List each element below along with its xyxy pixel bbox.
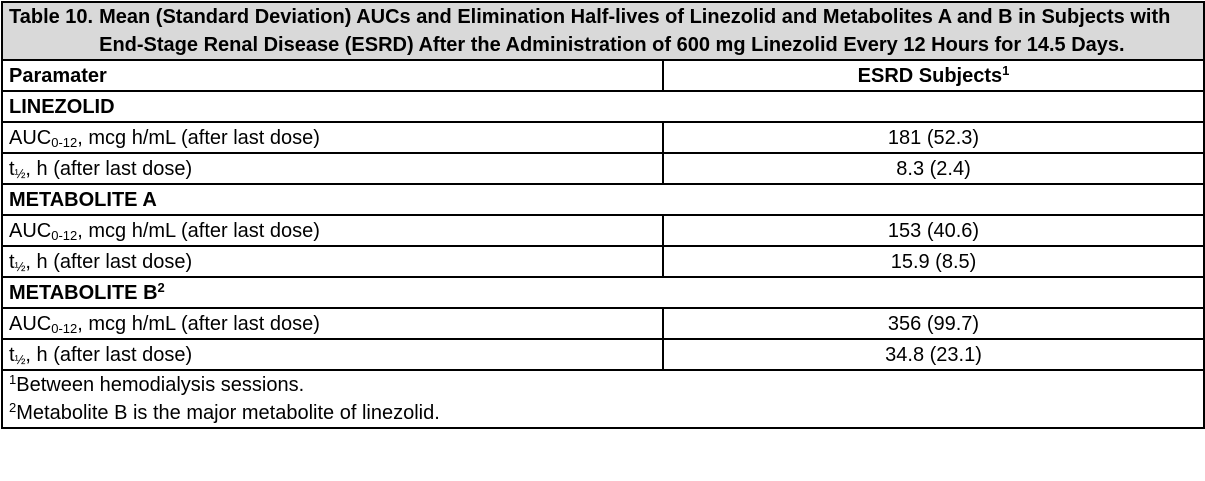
parameter-name: t [9,343,15,366]
header-esrd-label: ESRD Subjects [857,64,1003,87]
table-row: AUC0-12, mcg h/mL (after last dose) 181 (… [1,121,1205,154]
section-title-text: METABOLITE B [9,281,158,304]
parameter-detail: , mcg h/mL (after last dose) [77,312,320,335]
section-title: METABOLITE B2 [0,276,1205,309]
value-text: 153 (40.6) [887,219,980,242]
header-row: Paramater ESRD Subjects1 [1,59,1205,92]
parameter-subscript: 0-12 [51,320,78,336]
section-title-text: LINEZOLID [9,95,115,118]
header-esrd-footnote-mark: 1 [1002,62,1010,78]
header-parameter: Paramater [1,59,664,92]
parameter-name: AUC [9,126,52,149]
footnote-mark: 1 [9,372,17,387]
table-row: AUC0-12, mcg h/mL (after last dose) 153 (… [1,214,1205,247]
section-title: METABOLITE A [0,183,1205,216]
table-row: t½, h (after last dose) 8.3 (2.4) [1,152,1205,185]
parameter-detail: , mcg h/mL (after last dose) [77,219,320,242]
parameter-cell: t½, h (after last dose) [1,245,664,278]
caption-number: Table 10. [9,6,94,28]
section-title: LINEZOLID [0,90,1205,123]
footnote-text: Between hemodialysis sessions. [16,374,305,396]
parameter-detail: , h (after last dose) [25,250,193,273]
parameter-name: t [9,250,15,273]
value-cell: 15.9 (8.5) [661,245,1205,278]
parameter-detail: , h (after last dose) [25,157,193,180]
parameter-cell: AUC0-12, mcg h/mL (after last dose) [1,307,664,340]
footnote-text: Metabolite B is the major metabolite of … [16,402,440,424]
parameter-subscript: 0-12 [51,134,78,150]
parameter-subscript: ½ [14,351,26,367]
parameter-name: t [9,157,15,180]
parameter-subscript: ½ [14,165,26,181]
section-footnote-mark: 2 [157,279,165,295]
value-cell: 181 (52.3) [661,121,1205,154]
value-text: 8.3 (2.4) [896,157,971,180]
footnotes: 1Between hemodialysis sessions. 2Metabol… [0,369,1205,429]
section-row: LINEZOLID [0,90,1205,123]
parameter-detail: , mcg h/mL (after last dose) [77,126,320,149]
value-cell: 34.8 (23.1) [661,338,1205,371]
parameter-subscript: ½ [14,258,26,274]
table-row: t½, h (after last dose) 34.8 (23.1) [1,338,1205,371]
parameter-subscript: 0-12 [51,227,78,243]
value-cell: 356 (99.7) [661,307,1205,340]
value-text: 181 (52.3) [887,126,980,149]
parameter-cell: t½, h (after last dose) [1,152,664,185]
table-caption: Table 10. Mean (Standard Deviation) AUCs… [0,1,1205,61]
value-text: 34.8 (23.1) [885,343,982,366]
value-cell: 153 (40.6) [661,214,1205,247]
footnote-1: 1Between hemodialysis sessions. [9,371,1197,399]
parameter-name: AUC [9,219,52,242]
section-row: METABOLITE A [0,183,1205,216]
parameter-cell: AUC0-12, mcg h/mL (after last dose) [1,214,664,247]
parameter-name: AUC [9,312,52,335]
parameter-cell: t½, h (after last dose) [1,338,664,371]
caption-text: Mean (Standard Deviation) AUCs and Elimi… [99,6,1171,56]
parameter-cell: AUC0-12, mcg h/mL (after last dose) [1,121,664,154]
value-text: 356 (99.7) [887,312,980,335]
footnote-2: 2Metabolite B is the major metabolite of… [9,399,1197,427]
footnotes-row: 1Between hemodialysis sessions. 2Metabol… [0,369,1205,429]
footnote-mark: 2 [9,400,17,415]
header-parameter-label: Paramater [9,64,107,87]
parameter-detail: , h (after last dose) [25,343,193,366]
value-cell: 8.3 (2.4) [661,152,1205,185]
caption-row: Table 10. Mean (Standard Deviation) AUCs… [0,1,1205,61]
section-row: METABOLITE B2 [0,276,1205,309]
table-container: Table 10. Mean (Standard Deviation) AUCs… [0,1,1205,429]
section-title-text: METABOLITE A [9,188,157,211]
table-row: t½, h (after last dose) 15.9 (8.5) [1,245,1205,278]
header-esrd: ESRD Subjects1 [661,59,1205,92]
table-row: AUC0-12, mcg h/mL (after last dose) 356 (… [1,307,1205,340]
value-text: 15.9 (8.5) [890,250,977,273]
data-table: Table 10. Mean (Standard Deviation) AUCs… [0,1,1205,429]
